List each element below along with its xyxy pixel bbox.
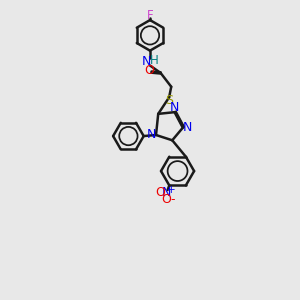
Text: O: O [162,193,172,206]
Text: O: O [144,64,154,77]
Text: O: O [155,186,165,199]
Text: F: F [147,9,153,22]
Text: N: N [147,128,156,142]
Text: N: N [183,121,192,134]
Text: S: S [165,94,173,107]
Text: N: N [142,56,151,68]
Text: N: N [162,186,171,199]
Text: N: N [170,101,179,114]
Text: -: - [171,193,175,206]
Text: +: + [167,185,176,195]
Text: H: H [150,54,159,67]
